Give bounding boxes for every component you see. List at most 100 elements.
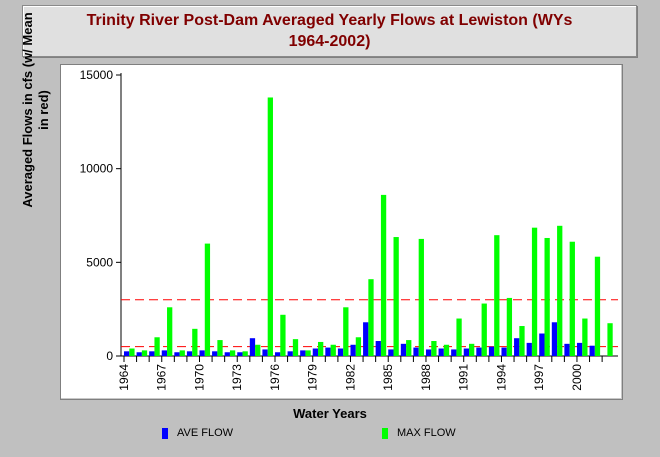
x-tick-label: 1994 bbox=[494, 364, 508, 391]
x-tick-label: 1967 bbox=[155, 364, 169, 391]
bar-max-flow bbox=[343, 307, 349, 356]
y-tick-label: 5000 bbox=[86, 255, 113, 269]
y-axis-label: Averaged Flows in cfs (w/ Mean in red) bbox=[20, 0, 52, 260]
bar-ave-flow bbox=[287, 351, 293, 356]
bar-ave-flow bbox=[526, 342, 532, 356]
bar-ave-flow bbox=[438, 348, 444, 356]
bar-ave-flow bbox=[149, 351, 155, 356]
x-tick-label: 1973 bbox=[230, 364, 244, 391]
bar-ave-flow bbox=[337, 348, 344, 356]
bar-max-flow bbox=[418, 238, 424, 356]
bar-ave-flow bbox=[476, 347, 482, 356]
bar-max-flow bbox=[519, 326, 525, 356]
chart-title-line-2: 1964-2002) bbox=[288, 33, 371, 50]
bar-max-flow bbox=[255, 344, 261, 356]
chart-title-box: Trinity River Post-Dam Averaged Yearly F… bbox=[22, 5, 637, 57]
bar-ave-flow bbox=[350, 344, 356, 356]
bar-ave-flow bbox=[463, 348, 470, 356]
bar-ave-flow bbox=[312, 348, 319, 356]
x-tick-label: 1991 bbox=[457, 364, 471, 391]
bar-max-flow bbox=[506, 297, 513, 356]
bar-max-flow bbox=[531, 227, 538, 356]
x-tick-label: 1976 bbox=[268, 364, 282, 391]
y-axis-label-line-2: in red) bbox=[36, 90, 51, 130]
bar-max-flow bbox=[141, 350, 148, 356]
bar-max-flow bbox=[557, 225, 563, 356]
bar-ave-flow bbox=[425, 349, 432, 356]
y-tick-label: 15000 bbox=[80, 68, 114, 82]
x-tick-label: 1982 bbox=[343, 364, 357, 391]
bar-ave-flow bbox=[274, 352, 281, 356]
bar-ave-flow bbox=[186, 351, 193, 356]
bar-ave-flow bbox=[488, 346, 495, 356]
bar-max-flow bbox=[129, 348, 135, 356]
bar-ave-flow bbox=[124, 351, 130, 356]
bar-max-flow bbox=[355, 337, 362, 356]
bar-max-flow bbox=[280, 314, 286, 356]
bar-max-flow bbox=[330, 344, 336, 356]
legend-swatch-ave-flow bbox=[162, 427, 168, 439]
bar-max-flow bbox=[431, 341, 437, 356]
bar-max-flow bbox=[393, 237, 399, 356]
bar-ave-flow bbox=[262, 349, 268, 356]
bar-ave-flow bbox=[174, 352, 180, 356]
bar-max-flow bbox=[456, 318, 462, 356]
x-tick-label: 1997 bbox=[532, 364, 546, 391]
bar-ave-flow bbox=[325, 347, 331, 356]
bar-max-flow bbox=[594, 256, 601, 356]
bar-max-flow bbox=[544, 237, 550, 356]
bar-ave-flow bbox=[249, 338, 256, 356]
bar-max-flow bbox=[494, 235, 500, 356]
bar-max-flow bbox=[607, 323, 613, 356]
bar-max-flow bbox=[368, 279, 374, 356]
bar-max-flow bbox=[443, 344, 450, 356]
x-tick-label: 1988 bbox=[419, 364, 433, 391]
bar-max-flow bbox=[267, 97, 273, 356]
bar-max-flow bbox=[154, 337, 160, 356]
bar-max-flow bbox=[217, 340, 223, 356]
bar-ave-flow bbox=[501, 347, 507, 356]
x-tick-label: 1985 bbox=[381, 364, 395, 391]
bar-max-flow bbox=[481, 303, 487, 356]
legend-item-max-flow: MAX FLOW bbox=[382, 427, 456, 439]
bar-max-flow bbox=[569, 241, 575, 356]
bar-ave-flow bbox=[363, 322, 369, 356]
x-tick-label: 1970 bbox=[192, 364, 206, 391]
bar-ave-flow bbox=[199, 350, 205, 356]
bar-ave-flow bbox=[400, 343, 407, 356]
bar-max-flow bbox=[582, 318, 588, 356]
x-tick-label: 2000 bbox=[570, 364, 584, 391]
bar-max-flow bbox=[406, 340, 412, 356]
bar-max-flow bbox=[179, 350, 185, 356]
y-tick-label: 10000 bbox=[80, 162, 114, 176]
bar-ave-flow bbox=[388, 349, 394, 356]
chart-title-line-1: Trinity River Post-Dam Averaged Yearly F… bbox=[86, 12, 573, 29]
bar-max-flow bbox=[292, 339, 299, 356]
bar-max-flow bbox=[318, 341, 324, 356]
bar-ave-flow bbox=[576, 342, 583, 356]
bar-max-flow bbox=[204, 243, 211, 356]
bar-ave-flow bbox=[375, 341, 381, 356]
bar-ave-flow bbox=[451, 349, 457, 356]
bar-max-flow bbox=[229, 350, 236, 356]
x-tick-label: 1979 bbox=[306, 364, 320, 391]
legend-label-ave-flow: AVE FLOW bbox=[177, 427, 234, 439]
y-axis-label-line-1: Averaged Flows in cfs (w/ Mean bbox=[20, 12, 35, 208]
bar-ave-flow bbox=[589, 345, 595, 356]
bar-ave-flow bbox=[564, 343, 570, 356]
bar-ave-flow bbox=[224, 352, 230, 356]
x-axis-label: Water Years bbox=[293, 406, 367, 421]
legend-swatch-max-flow bbox=[382, 427, 388, 439]
bar-ave-flow bbox=[413, 347, 419, 356]
bar-ave-flow bbox=[161, 350, 168, 356]
bar-ave-flow bbox=[514, 338, 520, 356]
legend-label-max-flow: MAX FLOW bbox=[397, 427, 456, 439]
legend-item-ave-flow: AVE FLOW bbox=[162, 427, 233, 439]
y-tick-label: 0 bbox=[106, 349, 113, 363]
bar-ave-flow bbox=[300, 350, 306, 356]
bar-ave-flow bbox=[136, 352, 142, 356]
bar-max-flow bbox=[192, 328, 198, 356]
bar-ave-flow bbox=[212, 351, 218, 356]
bar-ave-flow bbox=[237, 352, 243, 356]
